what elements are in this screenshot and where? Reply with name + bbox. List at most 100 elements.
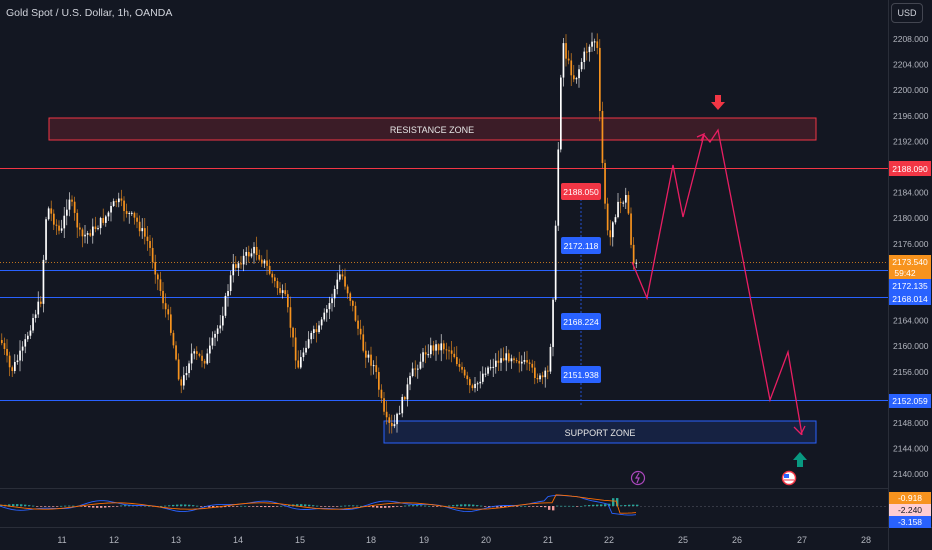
lightning-icon[interactable] [630,470,646,486]
support-zone[interactable] [383,420,817,444]
candle-body [154,262,157,275]
macd-histogram-bar [92,506,95,508]
candle-body [136,217,138,222]
candle-body [248,251,250,257]
candle-body [409,376,411,385]
candle-body [505,353,508,361]
macd-histogram-bar [528,506,531,507]
candle-body [206,353,209,364]
candle-body [53,213,55,225]
macd-histogram-bar [116,506,119,507]
macd-histogram-bar [520,505,523,507]
candle-body [151,247,154,263]
candle-body [612,222,614,238]
candle-body [417,368,419,370]
macd-histogram-bar [236,506,239,507]
candle-body [591,41,593,47]
candle-body [565,43,567,59]
candle-body [419,361,422,369]
macd-histogram-bar [596,504,599,506]
candle-body [614,217,617,223]
macd-histogram-bar [256,506,259,507]
candle-body [310,332,313,340]
candle-body [60,228,63,231]
macd-histogram-bar [580,505,583,507]
candle-body [518,360,521,364]
macd-histogram-bar [556,505,559,507]
candle-body [209,345,211,354]
macd-histogram-bar [200,506,203,507]
resistance-zone-label: RESISTANCE ZONE [390,125,474,135]
candle-body [534,367,536,379]
macd-histogram-bar [608,503,611,506]
candle-body [599,47,601,111]
macd-histogram-bar [560,505,563,507]
macd-histogram-bar [108,506,111,508]
candle-body [575,78,578,80]
macd-histogram-bar [412,505,415,506]
candle-body [73,201,76,213]
currency-button[interactable]: USD [891,3,923,23]
candle-body [242,255,245,265]
candle-body [380,389,383,399]
candle-body [580,61,583,70]
macd-histogram-bar [568,505,571,507]
candle-body [261,259,263,264]
candle-body [118,198,120,203]
price-label-2172: 2172.135 [889,279,931,292]
candle-body [120,198,123,201]
price-tick-label: 2164.000 [893,316,929,326]
price-tick-label: 2156.000 [893,367,929,377]
candle-body [196,351,198,354]
macd-histogram-bar [600,504,603,506]
resistance-zone[interactable] [48,117,817,141]
macd-label-2: -2.240 [889,504,931,516]
candle-body [406,384,409,400]
time-axis[interactable]: 11 12 13 14 15 18 19 20 21 22 25 26 27 28 [57,535,871,545]
macd-histogram-bar [180,504,183,506]
macd-histogram-bar [0,505,3,506]
macd-histogram-bar [332,506,335,507]
candle-body [391,422,393,427]
candle-body [219,325,222,329]
macd-histogram-bar [540,506,543,507]
candle-body [632,244,635,264]
candle-body [180,379,183,386]
macd-histogram-bar [248,506,251,507]
candle-body [6,348,8,356]
candle-body [102,218,105,223]
svg-text:2172.118: 2172.118 [564,241,599,251]
macd-histogram-bar [232,506,235,507]
macd-histogram-bar [432,506,435,507]
candle-body [45,219,47,260]
candle-body [528,362,531,364]
candle-body [523,360,526,362]
macd-histogram-bar [48,506,51,507]
candle-body [133,212,136,218]
candle-body [159,279,162,291]
badge-2172: 2172.118 [561,237,601,254]
candle-body [201,355,203,361]
candle-body [86,233,89,235]
candle-body [367,354,370,358]
candle-body [435,344,437,351]
macd-histogram-bar [16,504,19,506]
macd-histogram-bar [464,504,467,506]
macd-histogram-bar [120,505,123,507]
candle-body [237,263,240,268]
macd-histogram-bar [384,506,387,508]
candle-body [521,361,523,364]
candle-body [323,312,326,320]
projection-path[interactable] [631,128,803,436]
candle-body [331,298,333,304]
arrow-up-icon [793,452,807,467]
candle-body [333,289,336,299]
candle-body [157,274,159,280]
macd-histogram-bar [28,505,31,506]
candle-body [240,263,242,265]
us-flag-icon[interactable] [781,470,797,486]
time-tick-label: 18 [366,535,376,545]
macd-histogram-bar [524,505,527,507]
candle-body [375,365,378,372]
